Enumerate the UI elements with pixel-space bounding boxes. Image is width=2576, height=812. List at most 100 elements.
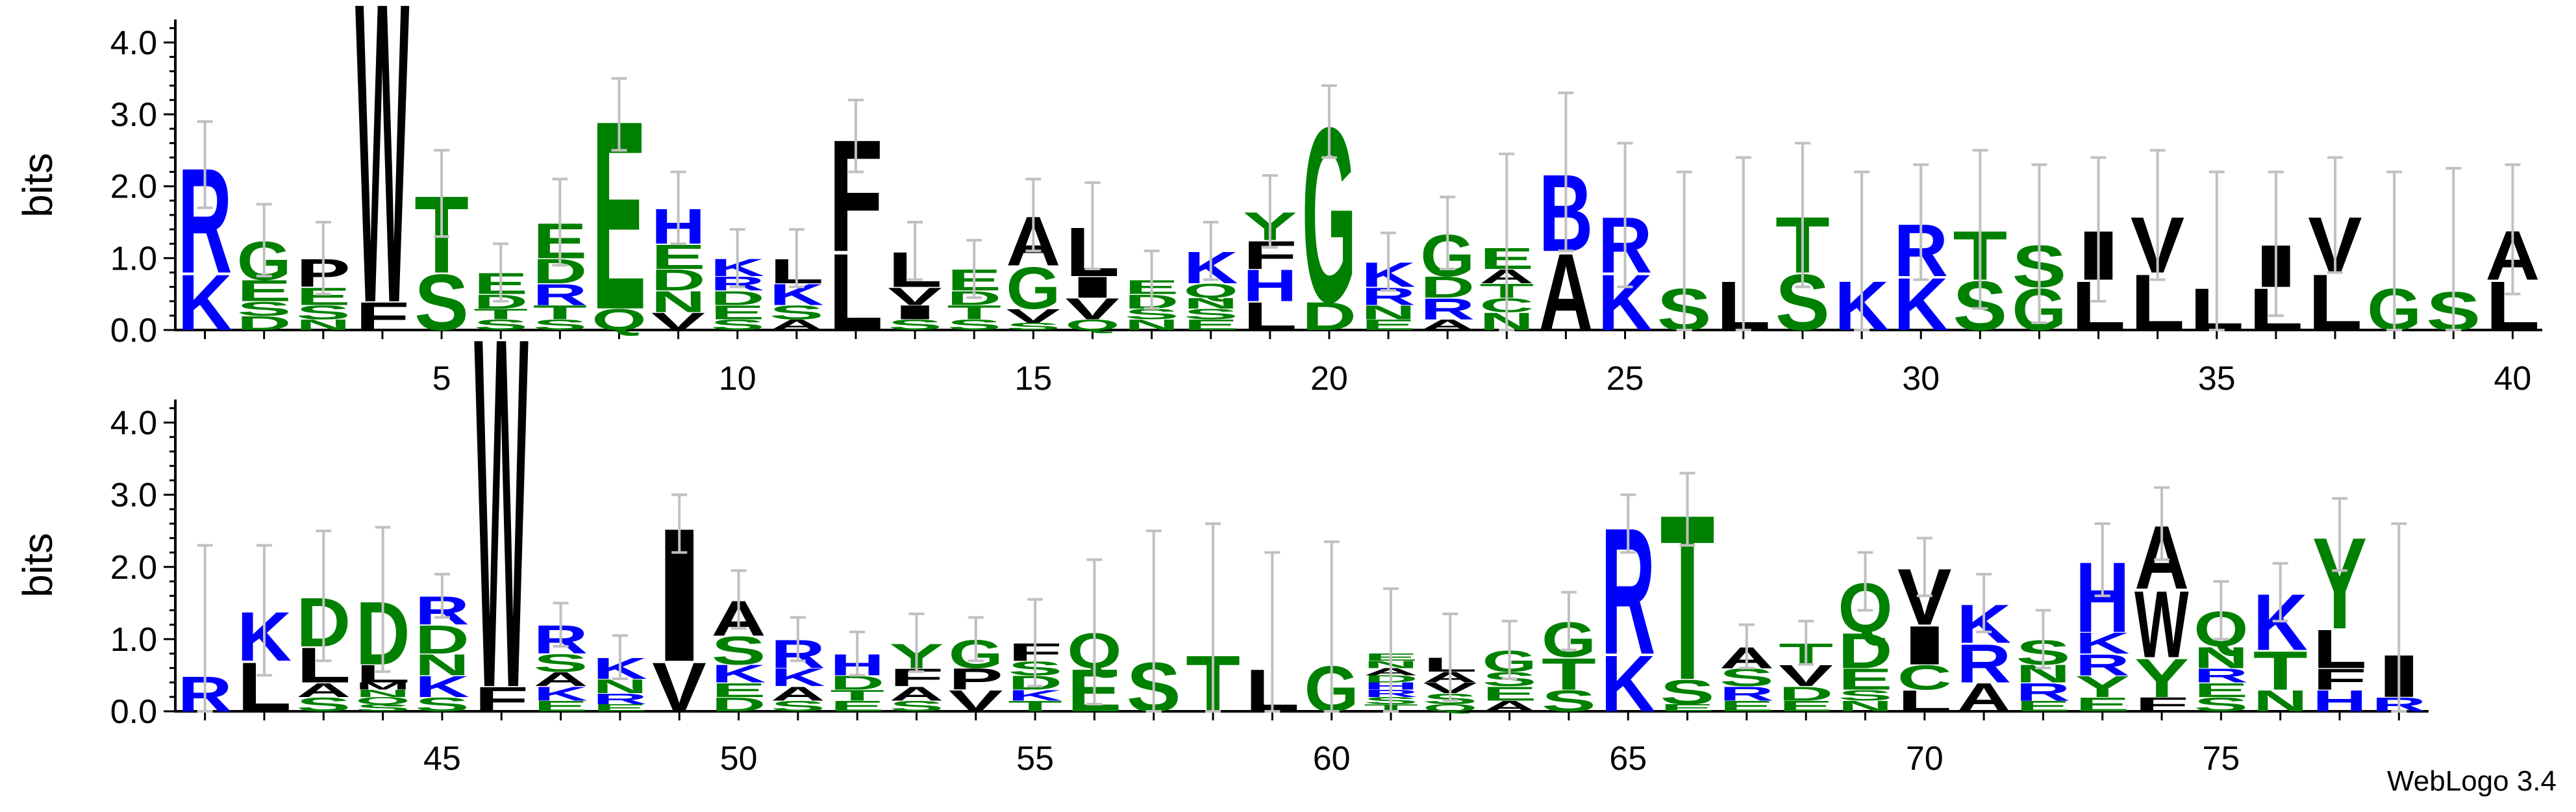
- logo-column-31: ST: [1953, 149, 2007, 345]
- x-tick-label: 45: [423, 740, 461, 778]
- logo-column-26: S: [1657, 170, 1712, 343]
- logo-letter-S: S: [1184, 306, 1238, 323]
- logo-letter-K: K: [1601, 639, 1655, 729]
- logo-letter-N: N: [1361, 301, 1416, 324]
- logo-letter-S: S: [296, 301, 351, 324]
- logo-letter-S: S: [237, 298, 292, 320]
- logo-column-64: STG: [1542, 590, 1596, 718]
- logo-letter-Q: Q: [592, 303, 647, 336]
- logo-letter-A: A: [771, 683, 825, 705]
- logo-letter-V: V: [652, 648, 707, 726]
- logo-letter-K: K: [2075, 626, 2130, 660]
- logo-letter-E: E: [1482, 683, 1537, 705]
- logo-letter-W: W: [355, 0, 410, 392]
- logo-letter-E: E: [2194, 679, 2248, 701]
- logo-column-6: STDE: [473, 242, 528, 333]
- y-tick-label: 2.0: [110, 168, 157, 206]
- x-tick-label: 30: [1902, 360, 1940, 398]
- logo-column-39: S: [2426, 167, 2481, 342]
- logo-letter-I: I: [1066, 271, 1120, 305]
- logo-column-38: G: [2367, 170, 2421, 343]
- logo-letter-A: A: [1420, 316, 1475, 333]
- logo-letter-E: E: [830, 698, 884, 715]
- logo-column-20: DG: [1302, 76, 1357, 355]
- logo-letter-T: T: [532, 301, 587, 324]
- logo-letter-S: S: [769, 301, 824, 324]
- logo-letter-L: L: [829, 231, 883, 353]
- x-tick-label: 65: [1609, 740, 1647, 778]
- logo-letter-Y: Y: [2075, 670, 2130, 704]
- logo-column-59: L: [1245, 551, 1299, 724]
- logo-letter-K: K: [711, 660, 766, 688]
- logo-letter-S: S: [414, 258, 469, 347]
- logo-column-27: L: [1716, 156, 1771, 346]
- logo-letter-K: K: [415, 670, 469, 704]
- logo-letter-S: S: [888, 316, 942, 333]
- logo-letter-R: R: [2194, 665, 2248, 687]
- logo-letter-E: E: [1719, 698, 1774, 715]
- logo-letter-N: N: [1838, 698, 1892, 715]
- logo-letter-E: E: [593, 702, 647, 713]
- logo-letter-N: N: [415, 648, 469, 682]
- x-tick-label: 60: [1313, 740, 1351, 778]
- logo-letter-W: W: [2134, 570, 2189, 678]
- y-tick-label: 4.0: [110, 405, 157, 442]
- y-tick-label: 1.0: [110, 621, 157, 659]
- y-tick-label: 3.0: [110, 96, 157, 134]
- logo-letter-E: E: [711, 679, 766, 701]
- logo-letter-S: S: [532, 316, 587, 333]
- logo-letter-R: R: [1957, 633, 2011, 694]
- logo-letter-V: V: [949, 684, 1003, 718]
- logo-letter-L: L: [1243, 294, 1297, 338]
- logo-column-24: AB: [1539, 91, 1593, 353]
- y-tick-label: 0.0: [110, 693, 157, 731]
- logo-letter-R: R: [1719, 683, 1774, 705]
- logo-letter-T: T: [947, 301, 1001, 324]
- logo-letter-S: S: [534, 649, 588, 677]
- logo-letter-W: W: [474, 233, 529, 793]
- logo-column-34: LV: [2131, 149, 2185, 347]
- logo-letter-K: K: [771, 664, 825, 692]
- logo-letter-D: D: [415, 617, 469, 662]
- logo-column-54: VPG: [949, 616, 1003, 718]
- logo-letter-R: R: [532, 278, 587, 312]
- logo-letter-D: D: [1302, 294, 1357, 338]
- x-tick-label: 10: [719, 360, 757, 398]
- logo-column-29: K: [1834, 170, 1889, 345]
- logo-column-62: QSVAL: [1423, 613, 1477, 713]
- logo-letter-S: S: [710, 316, 765, 333]
- logo-column-28: ST: [1775, 142, 1830, 348]
- y-tick-label: 2.0: [110, 549, 157, 587]
- logo-letter-S: S: [2194, 693, 2248, 715]
- logo-letter-E: E: [534, 698, 588, 715]
- logo-letter-A: A: [296, 679, 351, 701]
- logo-column-46: FW: [474, 233, 529, 793]
- logo-column-30: KR: [1894, 163, 1948, 346]
- logo-letter-S: S: [473, 316, 528, 333]
- logo-column-25: KR: [1598, 142, 1652, 348]
- logo-column-61: TSRHDANE: [1364, 587, 1418, 713]
- logo-column-73: EYRKH: [2075, 522, 2130, 716]
- logo-letter-F: F: [2312, 663, 2367, 696]
- logo-column-71: ARK: [1957, 572, 2011, 720]
- logo-letter-E: E: [1361, 316, 1416, 333]
- logo-column-36: LI: [2249, 170, 2303, 343]
- logo-letter-I: I: [1897, 615, 1952, 676]
- logo-column-63: AESG: [1482, 620, 1537, 715]
- logo-letter-Y: Y: [2134, 647, 2189, 709]
